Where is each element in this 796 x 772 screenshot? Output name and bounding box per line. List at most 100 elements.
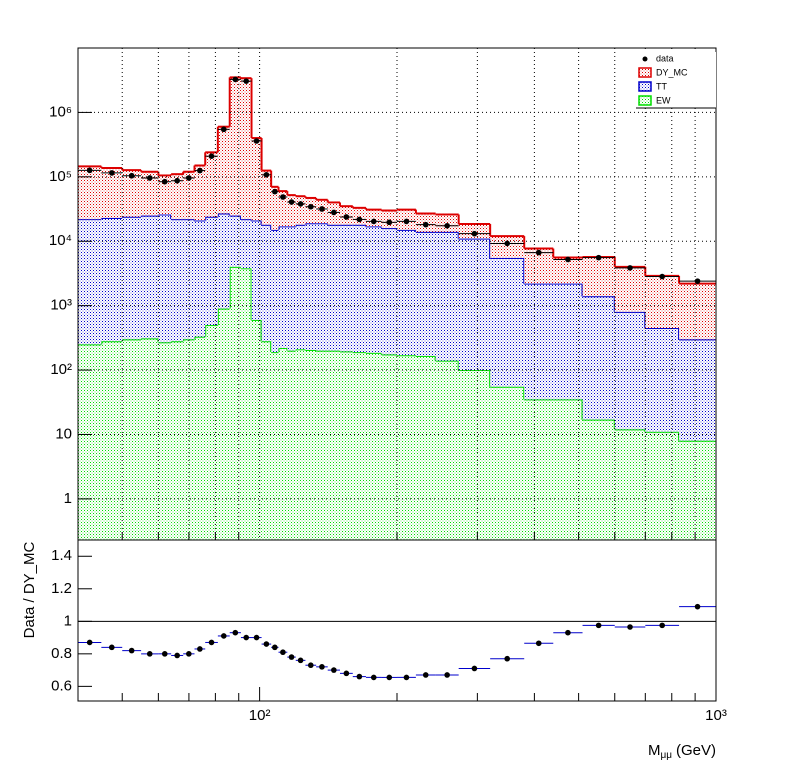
x-tick-label: 10³ — [705, 707, 727, 724]
data-point — [146, 175, 153, 181]
y-tick-label: 1 — [64, 490, 72, 507]
stack-segment — [217, 126, 230, 214]
stack-segment — [524, 399, 554, 540]
y-tick-label: 10³ — [50, 297, 72, 314]
stack-segment — [381, 210, 397, 229]
stack-segment — [582, 256, 615, 297]
data-point — [108, 170, 115, 176]
stack-segment — [645, 275, 680, 328]
data-point — [444, 222, 450, 229]
y-axis-label: Data / DY_MC — [21, 541, 38, 638]
data-point — [263, 172, 270, 178]
x-label-main: M — [648, 742, 661, 759]
stack-segment — [490, 386, 525, 540]
data-point — [272, 188, 278, 195]
stack-segment — [194, 336, 206, 540]
stack-segment — [365, 352, 382, 540]
ratio-point — [386, 674, 393, 681]
ratio-point — [161, 651, 168, 657]
stack-segment — [381, 228, 397, 355]
stack-segment — [141, 338, 159, 540]
stack-segment — [295, 196, 306, 225]
data-point — [253, 138, 260, 144]
legend-label: EW — [656, 95, 671, 105]
ratio-panel: 0.6 0.8 1 1.2 1.4 10² 10³ — [51, 539, 727, 724]
y-tick-label: 10⁶ — [49, 103, 72, 120]
y-tick-label: 0.6 — [51, 677, 72, 694]
data-point — [422, 221, 429, 228]
stack-segment — [240, 78, 252, 220]
data-point — [161, 178, 168, 185]
data-point — [694, 278, 701, 284]
stack-segment — [614, 311, 646, 430]
stack-segment — [78, 166, 102, 220]
y-tick-label: 10² — [50, 361, 72, 378]
y-tick-label: 0.8 — [51, 645, 72, 662]
y-tick-label: 1.4 — [51, 547, 72, 564]
stack-segment — [171, 174, 184, 220]
stack-segment — [122, 170, 142, 217]
stack-segment — [141, 215, 159, 339]
data-point — [471, 230, 478, 237]
stack-segment — [287, 195, 296, 227]
data-point — [280, 194, 286, 200]
legend-label: data — [656, 53, 674, 63]
legend-marker — [642, 56, 648, 62]
stack-segment — [327, 224, 340, 351]
stack-segment — [78, 219, 102, 345]
stack-segment — [183, 339, 195, 540]
ratio-point — [297, 657, 304, 664]
stack-segment — [679, 339, 716, 441]
data-point — [174, 177, 180, 184]
ratio-point — [370, 674, 377, 681]
y-tick-label: 1 — [64, 612, 72, 629]
stack-segment — [205, 325, 218, 540]
stack-segment — [305, 223, 317, 350]
data-point — [627, 265, 633, 271]
stack-segment — [305, 197, 317, 224]
stack-segment — [240, 268, 252, 540]
stack-segment — [171, 219, 184, 342]
data-point — [504, 240, 510, 247]
ratio-point — [108, 644, 115, 651]
stack-segment — [261, 224, 272, 342]
stack-segment — [553, 283, 583, 400]
legend-label: TT — [656, 81, 667, 91]
ratio-point — [307, 662, 314, 669]
ratio-point — [197, 646, 203, 652]
ratio-point — [694, 603, 701, 610]
stack-segment — [645, 327, 680, 432]
stack-segment — [614, 429, 646, 540]
data-point — [386, 219, 393, 226]
data-point — [220, 126, 227, 133]
ratio-point — [208, 639, 215, 646]
data-point — [197, 167, 203, 174]
data-point — [232, 76, 239, 83]
stack-segment — [458, 238, 491, 371]
stack-segment — [278, 226, 288, 349]
ratio-point — [444, 672, 450, 678]
stack-segment — [397, 229, 416, 356]
x-tick-label: 10² — [249, 707, 271, 724]
stack-segment — [339, 351, 353, 540]
stack-segment — [524, 283, 554, 400]
stack-segment — [261, 170, 272, 225]
ratio-point — [186, 651, 192, 657]
ratio-point — [220, 633, 227, 639]
frame — [77, 539, 717, 702]
ratio-point — [504, 655, 510, 662]
stack-segment — [316, 223, 328, 351]
data-point — [370, 218, 377, 225]
ratio-point — [627, 624, 633, 630]
data-point — [565, 256, 571, 263]
stack-segment — [582, 296, 615, 420]
data-point — [243, 78, 250, 84]
ratio-point — [356, 673, 363, 680]
stack-segment — [158, 214, 172, 343]
data-point — [288, 199, 295, 205]
stack-segment — [458, 370, 491, 540]
stack-segment — [205, 152, 218, 217]
ratio-point — [403, 674, 410, 681]
ratio-point — [535, 640, 542, 647]
stack-segment — [183, 219, 195, 340]
